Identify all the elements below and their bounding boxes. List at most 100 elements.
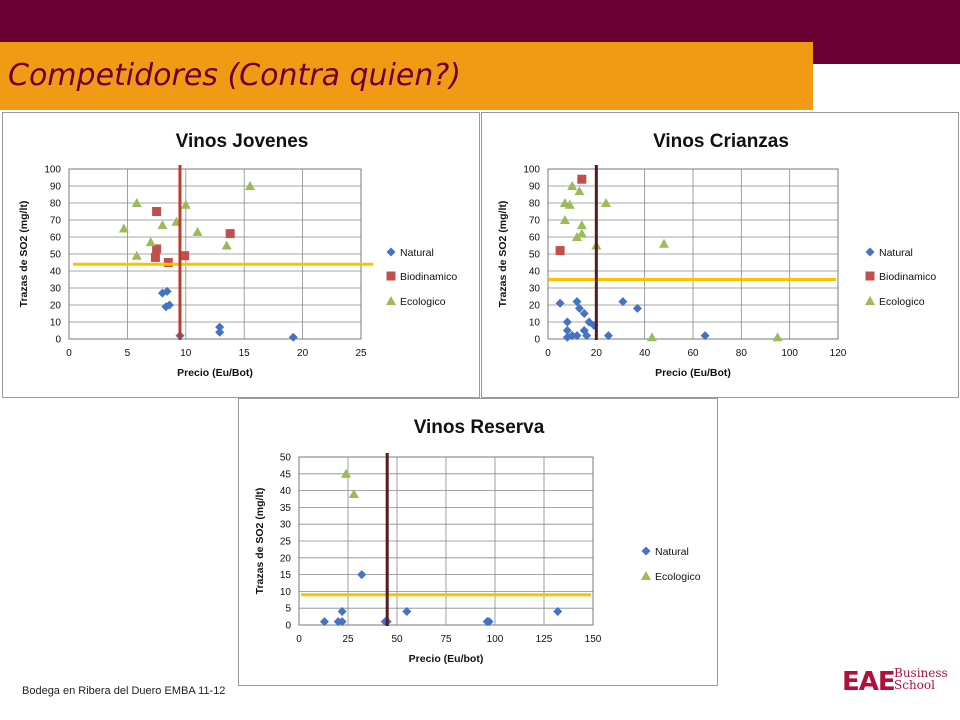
y-tick-label: 25 [280, 537, 292, 548]
point-natural [553, 607, 563, 617]
point-natural [618, 297, 628, 307]
legend-marker-ecologico [386, 296, 396, 305]
point-biodinamico [152, 207, 162, 216]
legend-marker-natural [865, 247, 875, 257]
y-tick-label: 20 [529, 301, 541, 312]
point-ecologico [341, 468, 352, 478]
legend-label-natural: Natural [879, 247, 913, 259]
y-tick-label: 60 [50, 233, 62, 244]
point-ecologico [131, 250, 142, 260]
x-tick-label: 20 [591, 348, 603, 359]
point-ecologico [192, 226, 203, 236]
legend-marker-ecologico [865, 296, 875, 305]
legend-marker-ecologico [641, 571, 651, 580]
chart-title: Vinos Reserva [414, 417, 545, 438]
point-biodinamico [225, 229, 235, 239]
point-ecologico [145, 237, 156, 247]
x-tick-label: 120 [830, 348, 847, 359]
title-bar: Competidores (Contra quien?) [0, 42, 813, 110]
y-tick-label: 45 [280, 469, 292, 480]
logo-subtitle: Business School [894, 667, 948, 691]
chart-jovenes: Vinos Jovenes 0 10 20 30 40 50 60 70 80 90 100 0 5 10 1… [2, 112, 480, 398]
y-tick-label: 0 [285, 621, 291, 632]
point-ecologico [245, 181, 256, 190]
y-tick-label: 10 [50, 318, 62, 329]
x-tick-label: 10 [180, 348, 192, 359]
point-natural [603, 331, 613, 341]
x-tick-label: 50 [391, 634, 403, 645]
point-natural [567, 331, 577, 341]
x-tick-label: 15 [239, 348, 251, 359]
x-tick-label: 125 [536, 634, 553, 645]
x-tick-label: 75 [440, 634, 452, 645]
point-ecologico [574, 186, 585, 196]
y-tick-label: 20 [280, 553, 292, 564]
point-natural [288, 332, 298, 342]
y-tick-label: 20 [50, 301, 62, 312]
x-tick-label: 100 [781, 348, 798, 359]
point-natural [562, 326, 572, 335]
y-tick-label: 40 [50, 267, 62, 278]
legend-marker-natural [641, 546, 651, 556]
y-tick-label: 90 [529, 182, 541, 193]
y-tick-label: 15 [280, 570, 292, 581]
point-biodinamico [555, 246, 565, 256]
point-natural [574, 303, 584, 313]
y-tick-label: 5 [285, 604, 291, 615]
y-tick-label: 100 [44, 165, 61, 176]
y-tick-label: 70 [529, 216, 541, 227]
point-natural [572, 297, 582, 307]
x-tick-label: 25 [355, 348, 367, 359]
point-ecologico [576, 220, 587, 230]
point-biodinamico [152, 244, 162, 254]
plot-frame [68, 168, 362, 340]
point-natural [700, 331, 710, 341]
plot-frame [547, 168, 839, 340]
point-ecologico [131, 198, 142, 207]
x-tick-label: 40 [639, 348, 651, 359]
y-tick-label: 30 [280, 520, 292, 531]
y-tick-label: 0 [534, 335, 540, 346]
y-tick-label: 50 [280, 453, 292, 464]
legend-label-biodinamico: Biodinamico [879, 271, 936, 283]
point-natural [484, 617, 494, 627]
y-tick-label: 70 [50, 216, 62, 227]
legend-label-natural: Natural [400, 247, 434, 259]
legend-marker-biodinamico [865, 271, 875, 281]
y-tick-label: 60 [529, 233, 541, 244]
point-ecologico [118, 223, 129, 233]
y-tick-label: 35 [280, 503, 292, 514]
point-natural [215, 322, 225, 332]
x-tick-label: 0 [66, 348, 72, 359]
point-natural [162, 286, 172, 296]
logo-line1: Business [894, 666, 948, 680]
point-ecologico [572, 232, 582, 241]
point-ecologico [601, 198, 611, 207]
y-axis-label: Trazas de SO2 (mg/lt) [18, 201, 30, 308]
y-axis-label: Trazas de SO2 (mg/lt) [254, 488, 266, 595]
y-tick-label: 40 [280, 486, 292, 497]
point-natural [579, 309, 589, 318]
point-natural [357, 570, 367, 580]
point-natural [589, 320, 599, 330]
y-tick-label: 40 [529, 267, 541, 278]
y-tick-label: 30 [50, 284, 62, 295]
point-natural [164, 300, 174, 310]
y-tick-label: 80 [529, 199, 541, 210]
point-ecologico [659, 238, 669, 248]
chart-crianzas-svg: Vinos Crianzas 0 10 20 30 40 50 60 70 80 90 100 0 20 4… [497, 131, 936, 379]
point-natural [319, 617, 329, 627]
y-tick-label: 10 [529, 318, 541, 329]
point-biodinamico [150, 252, 160, 262]
point-natural [337, 617, 347, 627]
x-tick-label: 0 [296, 634, 302, 645]
y-tick-label: 50 [529, 250, 541, 261]
plot-frame [298, 456, 594, 626]
x-tick-label: 25 [342, 634, 354, 645]
legend-label-ecologico: Ecologico [400, 296, 446, 308]
legend-marker-natural [386, 247, 396, 257]
x-tick-label: 5 [125, 348, 131, 359]
point-ecologico [576, 228, 587, 238]
point-natural [632, 303, 642, 313]
x-tick-label: 20 [297, 348, 309, 359]
